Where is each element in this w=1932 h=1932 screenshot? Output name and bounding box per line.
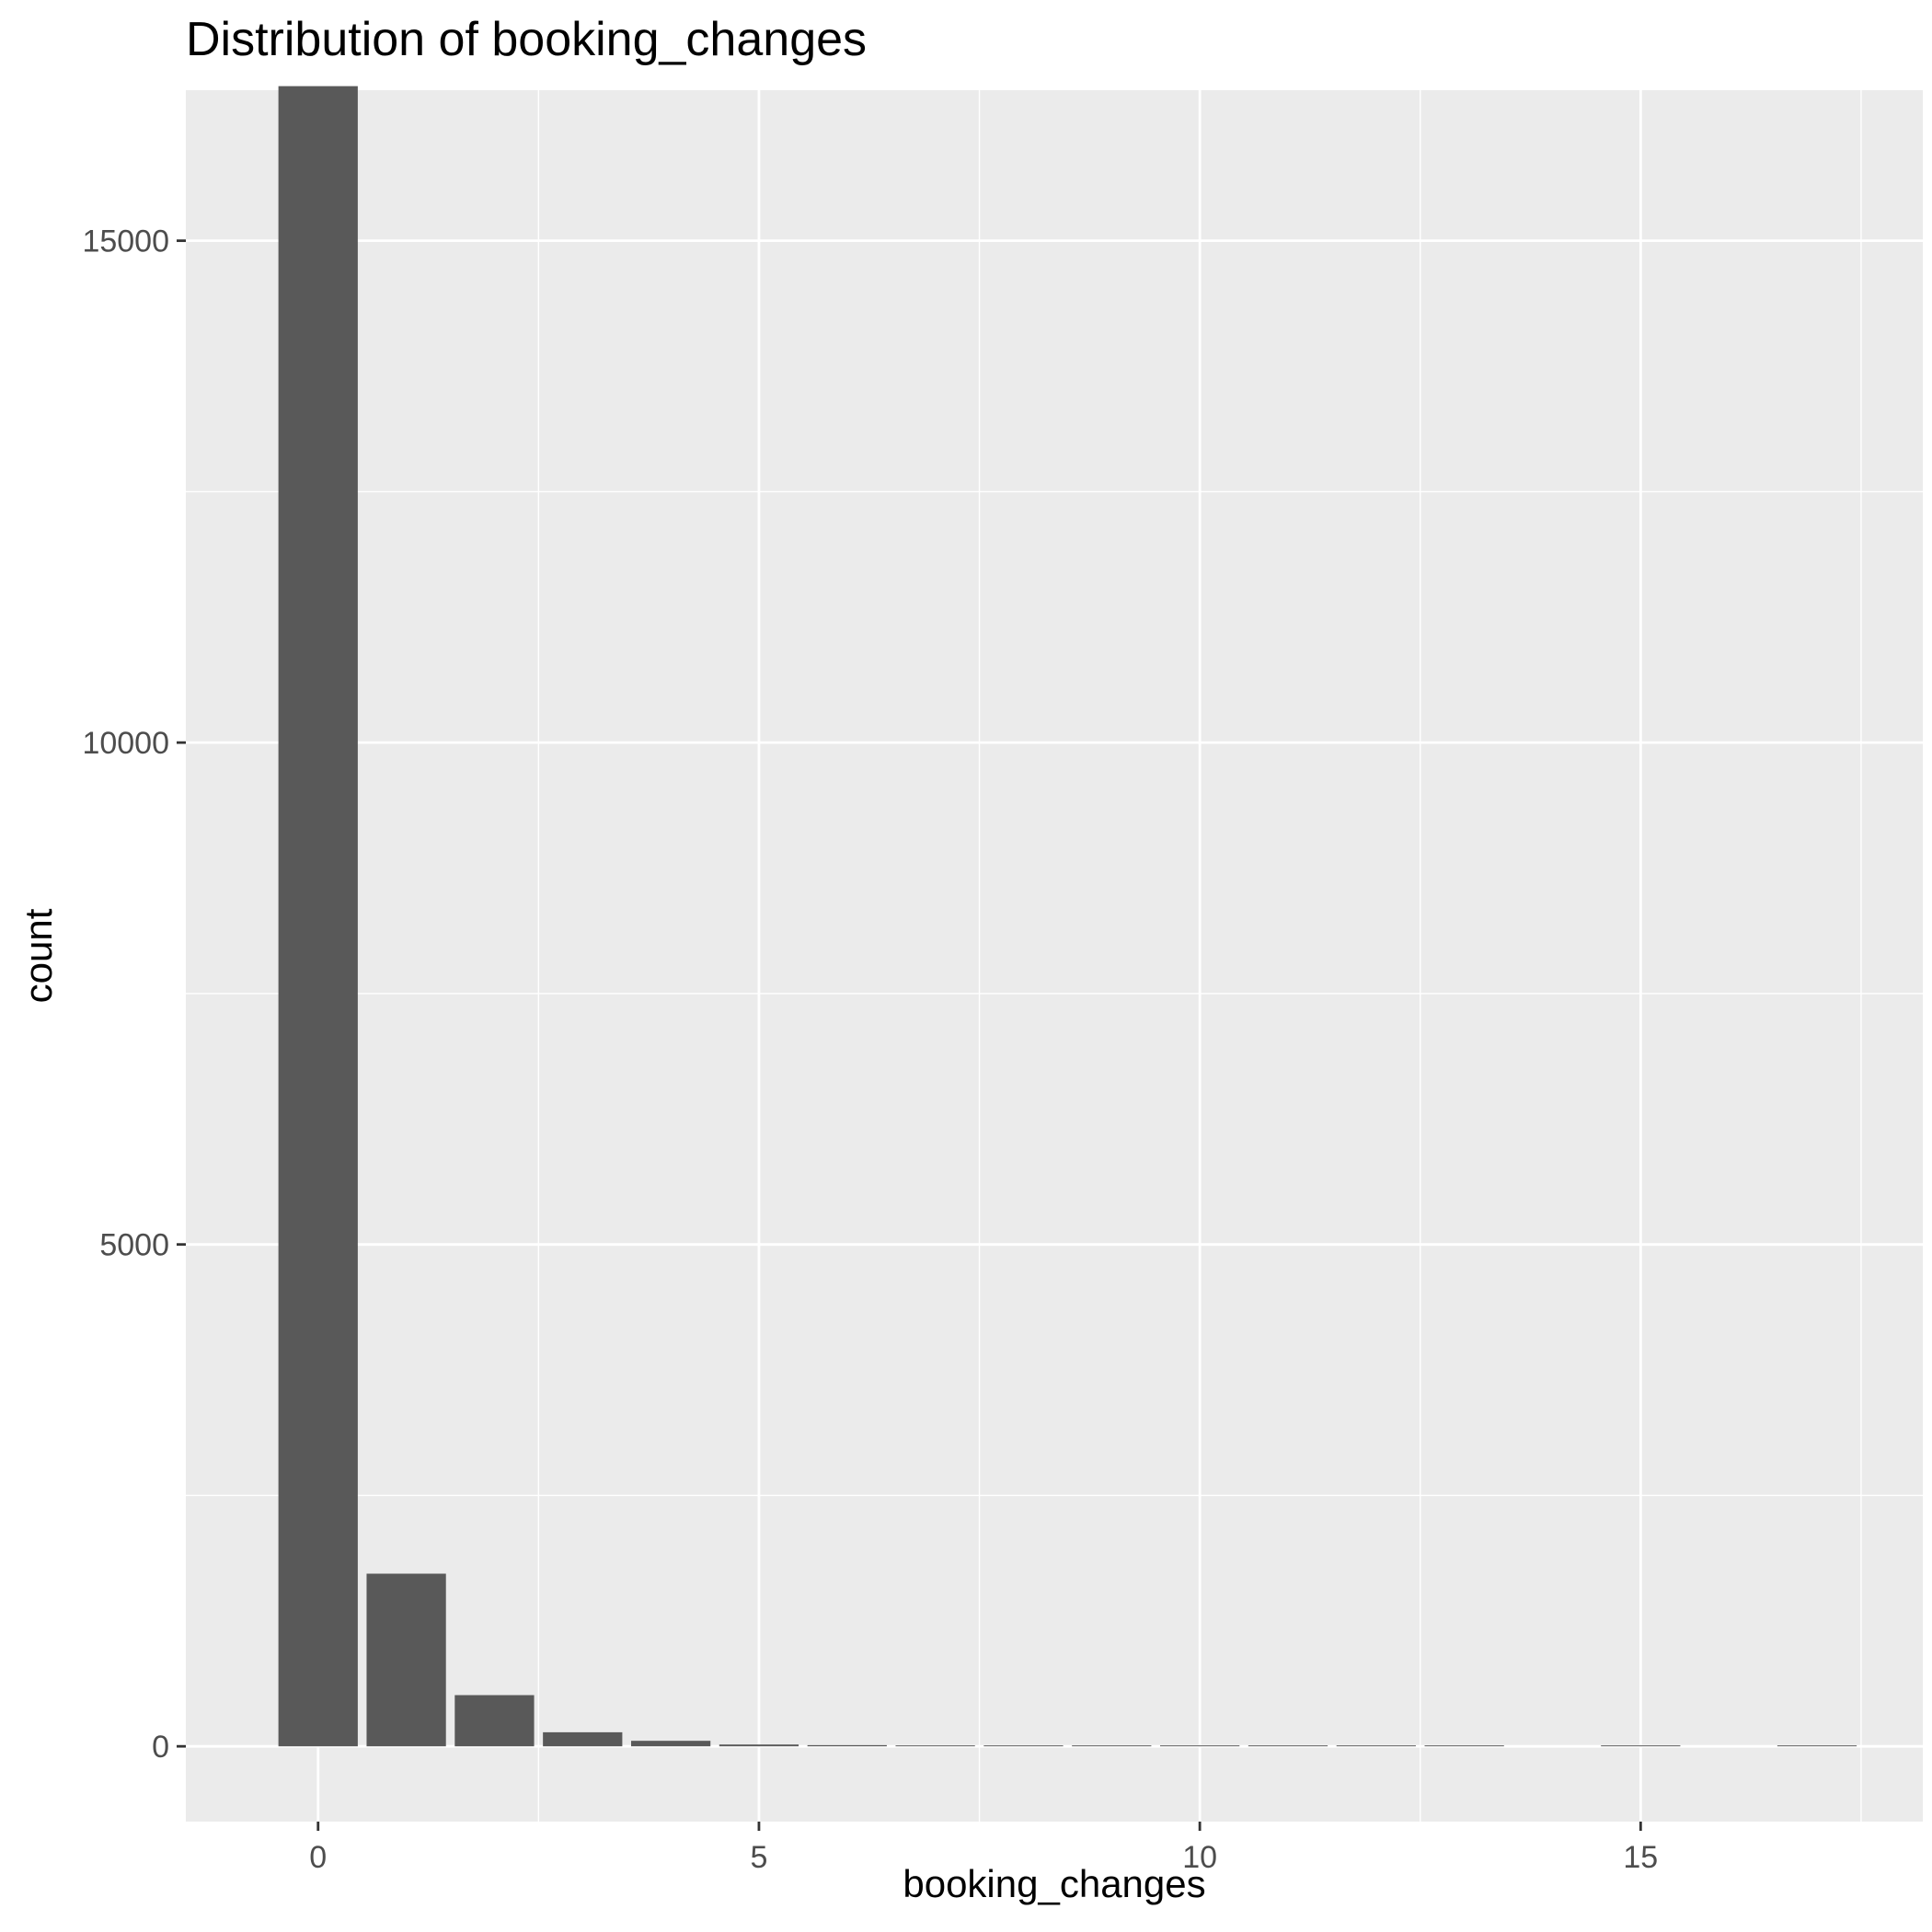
bar-2 <box>454 1695 535 1747</box>
y-tick-label: 5000 <box>99 1228 169 1263</box>
y-axis-ticks: 0 5000 10000 15000 <box>82 224 186 1765</box>
bar-8 <box>983 1745 1064 1747</box>
bar-6 <box>807 1744 887 1747</box>
bars <box>278 86 1857 1747</box>
y-axis-title: count <box>17 908 60 1003</box>
y-tick-label: 10000 <box>82 726 169 761</box>
bar-7 <box>895 1745 975 1747</box>
bar-12 <box>1336 1745 1416 1747</box>
x-axis-ticks: 0 5 10 15 <box>309 1822 1658 1875</box>
minor-gridlines <box>186 90 1923 1822</box>
bar-0 <box>278 86 358 1747</box>
bar-10 <box>1160 1745 1240 1747</box>
bar-9 <box>1072 1745 1152 1747</box>
bar-1 <box>366 1573 446 1747</box>
x-tick-label: 10 <box>1182 1840 1217 1875</box>
bar-3 <box>543 1731 623 1747</box>
chart-title: Distribution of booking_changes <box>186 13 867 66</box>
plot-panel <box>186 90 1923 1822</box>
x-tick-label: 5 <box>750 1840 767 1875</box>
x-axis-title: booking_changes <box>903 1862 1205 1905</box>
y-tick-label: 0 <box>152 1730 169 1765</box>
x-tick-label: 0 <box>309 1840 327 1875</box>
bar-13 <box>1424 1745 1504 1747</box>
bar-5 <box>719 1744 799 1747</box>
x-tick-label: 15 <box>1623 1840 1658 1875</box>
bar-15 <box>1601 1745 1681 1747</box>
bar-4 <box>630 1741 711 1747</box>
bar-17 <box>1777 1745 1857 1747</box>
y-tick-label: 15000 <box>82 224 169 259</box>
bar-11 <box>1248 1745 1328 1747</box>
